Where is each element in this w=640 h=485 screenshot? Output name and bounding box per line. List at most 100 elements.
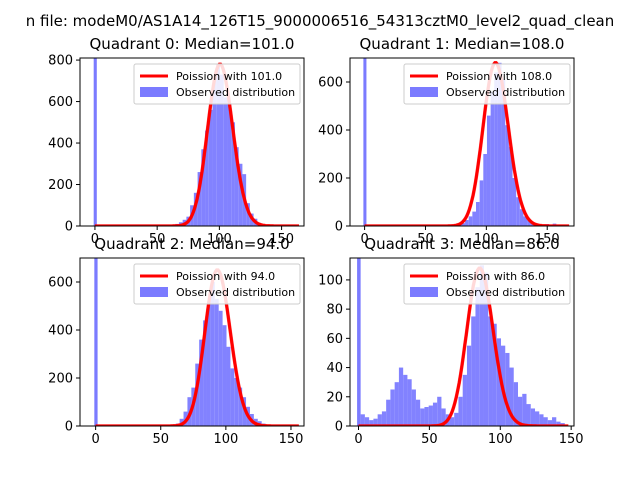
histogram-bar bbox=[509, 367, 514, 426]
histogram-bar bbox=[543, 417, 548, 426]
y-tick-label: 20 bbox=[326, 390, 343, 405]
histogram-bar bbox=[377, 414, 382, 426]
histogram-bar bbox=[535, 411, 540, 426]
subplot-title: Quadrant 3: Median=86.0 bbox=[364, 235, 559, 253]
x-tick-label: 50 bbox=[421, 432, 438, 447]
legend-observed-swatch bbox=[410, 87, 438, 97]
histogram-bar bbox=[428, 405, 433, 426]
y-tick-label: 400 bbox=[48, 137, 73, 152]
histogram-bar bbox=[381, 411, 387, 426]
histogram-bar bbox=[398, 367, 404, 426]
y-tick-label: 600 bbox=[48, 276, 73, 291]
histogram-bar bbox=[407, 379, 412, 426]
histogram-bar bbox=[471, 316, 476, 426]
legend-observed-label: Observed distribution bbox=[176, 86, 295, 99]
histogram-bar bbox=[201, 149, 206, 226]
axes-frame bbox=[79, 257, 305, 427]
legend-box bbox=[133, 263, 301, 305]
histogram-bar bbox=[197, 172, 202, 226]
y-tick-label: 0 bbox=[335, 220, 343, 235]
histogram-bar bbox=[523, 216, 528, 226]
histogram-bar bbox=[479, 265, 484, 426]
histogram-bar bbox=[494, 72, 498, 226]
histogram-bar bbox=[373, 418, 378, 426]
histogram-bar bbox=[492, 323, 497, 426]
legend-box bbox=[133, 63, 301, 105]
histogram-bar bbox=[449, 417, 455, 426]
legend-observed-label: Observed distribution bbox=[176, 286, 295, 299]
histogram-bar bbox=[519, 209, 524, 226]
histogram-bar bbox=[466, 345, 472, 426]
x-tick-label: 0 bbox=[360, 232, 368, 247]
histogram-bar bbox=[234, 147, 239, 226]
histogram-bar bbox=[476, 202, 480, 226]
y-tick-label: 80 bbox=[326, 303, 343, 318]
histogram-bar bbox=[490, 91, 495, 226]
histogram-bar bbox=[486, 115, 491, 226]
histogram-bar bbox=[394, 382, 399, 426]
x-tick-label: 0 bbox=[91, 232, 99, 247]
histogram-bar bbox=[475, 287, 480, 426]
zero-count-bar bbox=[94, 258, 98, 426]
y-tick-label: 100 bbox=[318, 273, 343, 288]
histogram-bar bbox=[205, 130, 209, 226]
x-tick-label: 100 bbox=[213, 432, 238, 447]
y-tick-label: 200 bbox=[318, 172, 343, 187]
histogram-bar bbox=[238, 163, 243, 226]
histogram-bar bbox=[242, 397, 247, 426]
histogram-bar bbox=[208, 109, 213, 226]
histogram-bar bbox=[437, 396, 442, 426]
y-tick-label: 200 bbox=[48, 372, 73, 387]
x-tick-label: 0 bbox=[91, 432, 99, 447]
subplot-title: Quadrant 2: Median=94.0 bbox=[94, 235, 289, 253]
histogram-bar bbox=[496, 338, 501, 426]
histogram-bar bbox=[483, 154, 487, 226]
histogram-bar bbox=[214, 298, 219, 426]
histogram-bar bbox=[516, 197, 520, 226]
histogram-bar bbox=[403, 374, 408, 426]
legend-observed-label: Observed distribution bbox=[446, 86, 565, 99]
legend-observed-label: Observed distribution bbox=[446, 286, 565, 299]
histogram-bar bbox=[432, 402, 438, 426]
histogram-bar bbox=[234, 378, 239, 426]
histogram-bar bbox=[501, 79, 506, 226]
histogram-bar bbox=[556, 421, 561, 426]
histogram-bar bbox=[552, 417, 557, 426]
histogram-bar bbox=[369, 420, 374, 426]
histogram-bar bbox=[230, 368, 235, 426]
legend-box bbox=[403, 63, 571, 105]
histogram-bar bbox=[526, 404, 531, 426]
histogram-bar bbox=[195, 363, 200, 426]
histogram-bar bbox=[458, 396, 463, 426]
histogram-bar bbox=[547, 420, 553, 426]
histogram-bar bbox=[386, 399, 391, 426]
histogram-bar bbox=[513, 382, 518, 426]
subplot-title: Quadrant 1: Median=108.0 bbox=[360, 35, 565, 53]
histogram-bar bbox=[518, 396, 523, 426]
x-tick-label: 150 bbox=[559, 432, 584, 447]
histogram-bar bbox=[539, 414, 544, 426]
histogram-bar bbox=[420, 408, 425, 426]
histogram-bar bbox=[223, 97, 228, 226]
y-tick-label: 400 bbox=[48, 324, 73, 339]
x-tick-label: 50 bbox=[417, 232, 434, 247]
legend-poisson-label: Poission with 94.0 bbox=[176, 270, 275, 283]
histogram-bar bbox=[483, 272, 489, 426]
histogram-bar bbox=[497, 62, 502, 226]
histogram-bar bbox=[512, 178, 517, 226]
histogram-bar bbox=[472, 211, 476, 226]
y-tick-label: 600 bbox=[318, 76, 343, 91]
histogram-bar bbox=[488, 316, 493, 426]
histogram-bar bbox=[206, 301, 211, 426]
histogram-bar bbox=[522, 393, 527, 426]
zero-count-bar bbox=[357, 258, 361, 426]
y-tick-label: 40 bbox=[326, 361, 343, 376]
x-tick-label: 0 bbox=[354, 432, 362, 447]
histogram-bar bbox=[415, 399, 421, 426]
histogram-bar bbox=[216, 64, 220, 226]
histogram-bar bbox=[465, 220, 469, 226]
histogram-bar bbox=[424, 407, 429, 426]
histogram-bar bbox=[226, 346, 231, 426]
x-tick-label: 50 bbox=[152, 432, 169, 447]
